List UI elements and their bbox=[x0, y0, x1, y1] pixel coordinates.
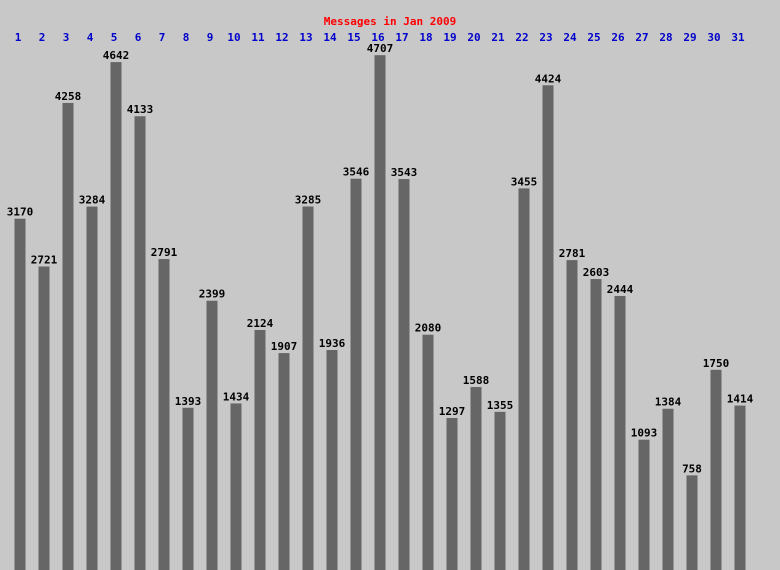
bar bbox=[494, 411, 506, 570]
value-label: 758 bbox=[682, 462, 702, 475]
bar bbox=[590, 279, 602, 570]
x-tick-label: 15 bbox=[347, 31, 360, 44]
bar bbox=[230, 403, 242, 570]
x-tick-label: 4 bbox=[87, 31, 94, 44]
bar bbox=[206, 300, 218, 570]
x-tick-label: 10 bbox=[227, 31, 240, 44]
x-tick-label: 9 bbox=[207, 31, 214, 44]
value-label: 1355 bbox=[487, 399, 514, 412]
value-label: 3285 bbox=[295, 193, 322, 206]
x-tick-label: 21 bbox=[491, 31, 505, 44]
value-label: 1588 bbox=[463, 374, 490, 387]
chart-title: Messages in Jan 2009 bbox=[324, 15, 456, 28]
value-label: 2721 bbox=[31, 253, 58, 266]
bar bbox=[422, 334, 434, 570]
x-tick-label: 8 bbox=[183, 31, 190, 44]
bar bbox=[302, 206, 314, 570]
bar bbox=[398, 179, 410, 570]
bar bbox=[134, 116, 146, 570]
bar bbox=[350, 178, 362, 570]
bar bbox=[110, 62, 122, 570]
value-label: 1093 bbox=[631, 427, 658, 440]
bar bbox=[446, 417, 458, 570]
x-tick-label: 31 bbox=[731, 31, 745, 44]
bar bbox=[662, 408, 674, 570]
value-label: 3170 bbox=[7, 206, 34, 219]
x-tick-label: 28 bbox=[659, 31, 672, 44]
value-label: 2603 bbox=[583, 266, 610, 279]
x-tick-label: 26 bbox=[611, 31, 625, 44]
x-tick-label: 24 bbox=[563, 31, 577, 44]
bar bbox=[38, 266, 50, 570]
x-tick-label: 6 bbox=[135, 31, 142, 44]
bar bbox=[158, 259, 170, 570]
value-label: 2791 bbox=[151, 246, 178, 259]
bar bbox=[278, 353, 290, 570]
bar bbox=[470, 387, 482, 570]
value-label: 2124 bbox=[247, 317, 274, 330]
value-label: 1297 bbox=[439, 405, 466, 418]
value-label: 3284 bbox=[79, 194, 106, 207]
x-tick-label: 18 bbox=[419, 31, 432, 44]
value-label: 3455 bbox=[511, 175, 538, 188]
x-tick-label: 14 bbox=[323, 31, 337, 44]
value-label: 4424 bbox=[535, 72, 562, 85]
x-tick-label: 20 bbox=[467, 31, 480, 44]
bar bbox=[566, 260, 578, 570]
bar bbox=[614, 295, 626, 570]
value-label: 3543 bbox=[391, 166, 418, 179]
bar bbox=[182, 407, 194, 570]
value-label: 1750 bbox=[703, 357, 730, 370]
x-tick-label: 5 bbox=[111, 31, 118, 44]
x-tick-label: 13 bbox=[299, 31, 312, 44]
x-tick-label: 27 bbox=[635, 31, 648, 44]
value-label: 4642 bbox=[103, 49, 130, 62]
value-label: 3546 bbox=[343, 166, 370, 179]
bar bbox=[14, 218, 26, 570]
x-tick-label: 2 bbox=[39, 31, 46, 44]
x-tick-label: 17 bbox=[395, 31, 408, 44]
value-label: 2080 bbox=[415, 322, 442, 335]
value-label: 1907 bbox=[271, 340, 298, 353]
x-tick-label: 19 bbox=[443, 31, 456, 44]
x-tick-label: 25 bbox=[587, 31, 600, 44]
x-tick-label: 1 bbox=[15, 31, 22, 44]
bar bbox=[638, 439, 650, 570]
bar bbox=[686, 475, 698, 570]
x-tick-label: 30 bbox=[707, 31, 720, 44]
bar bbox=[374, 55, 386, 570]
value-label: 1434 bbox=[223, 390, 250, 403]
value-label: 2781 bbox=[559, 247, 586, 260]
x-tick-label: 23 bbox=[539, 31, 552, 44]
bar bbox=[542, 85, 554, 570]
bar bbox=[254, 330, 266, 570]
bar bbox=[734, 405, 746, 570]
x-tick-label: 3 bbox=[63, 31, 70, 44]
value-label: 1414 bbox=[727, 393, 754, 406]
value-label: 1936 bbox=[319, 337, 346, 350]
value-label: 2399 bbox=[199, 288, 226, 301]
x-tick-label: 22 bbox=[515, 31, 528, 44]
value-label: 1384 bbox=[655, 396, 682, 409]
bar bbox=[518, 188, 530, 570]
bar bbox=[326, 350, 338, 570]
x-tick-label: 29 bbox=[683, 31, 696, 44]
value-label: 4133 bbox=[127, 103, 154, 116]
x-tick-label: 16 bbox=[371, 31, 385, 44]
value-label: 2444 bbox=[607, 283, 634, 296]
value-label: 4258 bbox=[55, 90, 82, 103]
value-label: 1393 bbox=[175, 395, 202, 408]
bar bbox=[86, 206, 98, 570]
x-tick-label: 7 bbox=[159, 31, 166, 44]
x-tick-label: 12 bbox=[275, 31, 288, 44]
bar bbox=[62, 102, 74, 570]
x-tick-label: 11 bbox=[251, 31, 265, 44]
bar bbox=[710, 369, 722, 570]
value-label: 4707 bbox=[367, 42, 394, 55]
